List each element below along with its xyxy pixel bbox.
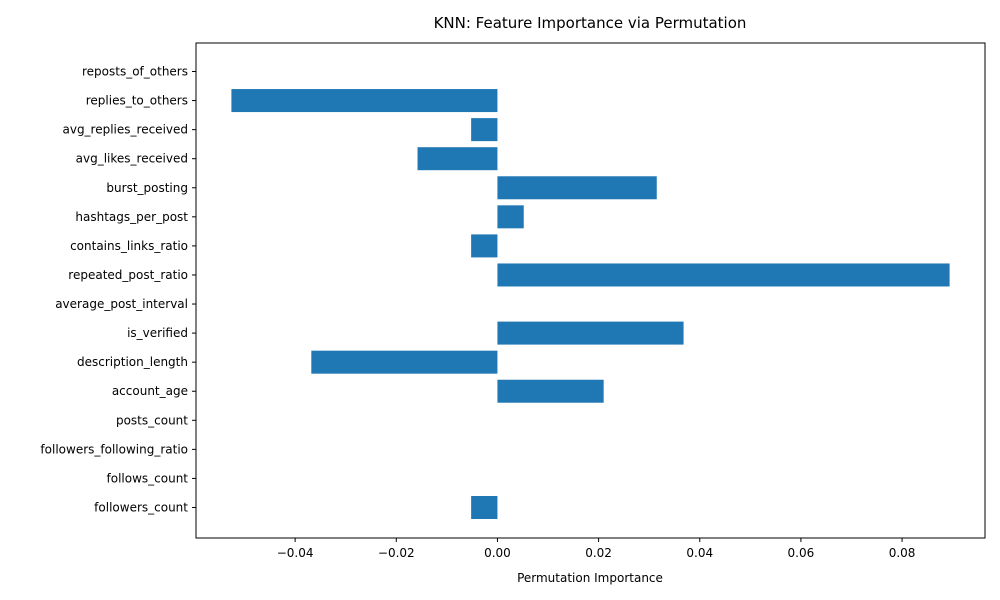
- bar-burst-posting: [497, 176, 657, 200]
- x-tick-label: −0.04: [277, 546, 314, 560]
- y-tick-label: followers_count: [94, 501, 188, 515]
- bar-contains-links-ratio: [471, 234, 498, 258]
- x-tick-label: 0.06: [788, 546, 815, 560]
- bars-layer: [231, 89, 950, 519]
- bar-repeated-post-ratio: [497, 263, 950, 287]
- bar-is-verified: [497, 321, 684, 345]
- plot-frame: [195, 42, 986, 539]
- y-tick-label: followers_following_ratio: [40, 442, 188, 456]
- bar-description-length: [311, 350, 498, 374]
- x-tick-label: −0.02: [378, 546, 415, 560]
- x-axis-title: Permutation Importance: [517, 571, 663, 585]
- x-axis: −0.04 −0.02 0.00 0.02 0.04 0.06 0.08: [277, 538, 916, 560]
- y-tick-label: contains_links_ratio: [70, 239, 188, 253]
- x-tick-label: 0.04: [686, 546, 713, 560]
- x-tick-label: 0.00: [484, 546, 511, 560]
- chart-title: KNN: Feature Importance via Permutation: [434, 14, 747, 32]
- y-tick-label: reposts_of_others: [82, 65, 188, 79]
- y-tick-label: burst_posting: [106, 181, 188, 195]
- y-tick-label: avg_replies_received: [62, 123, 188, 137]
- y-tick-label: average_post_interval: [55, 297, 188, 311]
- bar-followers-count: [471, 496, 498, 519]
- y-tick-label: posts_count: [116, 413, 188, 427]
- y-axis: followers_count follows_count followers_fo…: [40, 65, 196, 515]
- y-tick-label: avg_likes_received: [76, 152, 188, 166]
- y-tick-label: is_verified: [127, 326, 188, 340]
- y-tick-label: hashtags_per_post: [75, 210, 188, 224]
- bar-hashtags-per-post: [497, 205, 524, 229]
- y-tick-label: account_age: [112, 384, 188, 398]
- x-tick-label: 0.02: [585, 546, 612, 560]
- y-tick-label: repeated_post_ratio: [68, 268, 188, 282]
- bar-avg-replies-received: [471, 118, 498, 142]
- x-tick-label: 0.08: [889, 546, 916, 560]
- y-tick-label: description_length: [77, 355, 188, 369]
- bar-avg-likes-received: [417, 147, 498, 171]
- bar-account-age: [497, 379, 604, 403]
- y-tick-label: follows_count: [107, 471, 189, 485]
- bar-replies-to-others: [231, 89, 498, 113]
- y-tick-label: replies_to_others: [86, 94, 188, 108]
